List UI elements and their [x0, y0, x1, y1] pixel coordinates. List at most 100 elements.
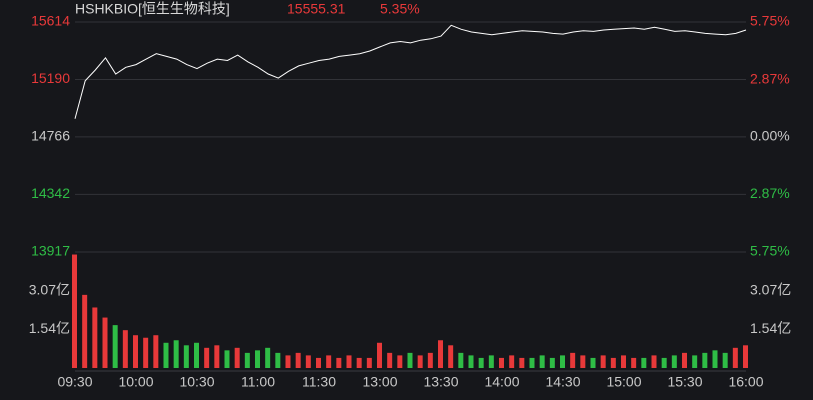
volume-bar: [255, 350, 260, 368]
volume-bar: [407, 352, 413, 368]
x-tick-label: 15:30: [667, 374, 702, 390]
volume-bar: [285, 355, 291, 368]
volume-bar: [194, 342, 199, 368]
x-tick-label: 11:30: [302, 374, 336, 390]
y-tick-label: 15614: [31, 13, 70, 29]
volume-bar: [722, 352, 728, 368]
volume-bar: [478, 357, 484, 368]
change: 5.35%: [380, 1, 420, 17]
volume-bar: [72, 254, 77, 368]
last-price: 15555.31: [287, 1, 346, 17]
volume-bar: [153, 335, 159, 368]
volume-bar: [570, 352, 576, 368]
x-tick-label: 15:00: [606, 374, 641, 390]
x-tick-label: 16:00: [728, 374, 763, 390]
y2-tick-label: 1.54亿: [750, 320, 791, 336]
volume-bar: [610, 357, 616, 368]
volume-bar: [305, 355, 311, 368]
x-tick-label: 14:30: [545, 374, 580, 390]
volume-bar: [580, 355, 586, 368]
y-tick-label: 1.54亿: [29, 320, 70, 336]
x-tick-label: 10:30: [179, 374, 214, 390]
volume-bar: [427, 352, 433, 368]
volume-bar: [631, 357, 637, 368]
y-tick-label: 14342: [31, 185, 70, 201]
x-tick-label: 11:00: [241, 374, 275, 390]
x-tick-label: 09:30: [57, 374, 92, 390]
volume-bar: [387, 352, 393, 368]
volume-bar: [397, 355, 403, 368]
x-tick-label: 10:00: [118, 374, 153, 390]
volume-bar: [316, 357, 321, 368]
volume-bar: [661, 357, 667, 368]
volume-bar: [82, 294, 88, 368]
volume-bar: [366, 357, 372, 368]
y2-tick-label: 5.75%: [750, 243, 790, 259]
volume-bar: [326, 355, 332, 368]
y-tick-label: 15190: [31, 70, 70, 86]
volume-bar: [560, 355, 565, 368]
volume-bar: [448, 345, 454, 368]
volume-bar: [234, 347, 240, 368]
volume-bar: [336, 357, 342, 368]
y-tick-label: 14766: [31, 128, 70, 144]
y2-tick-label: 2.87%: [750, 185, 790, 201]
y2-tick-label: 5.75%: [750, 13, 790, 29]
volume-bar: [377, 342, 382, 368]
volume-bar: [214, 345, 220, 368]
volume-bar: [224, 350, 230, 368]
volume-bar: [519, 357, 525, 368]
price-line: [74, 24, 747, 119]
volume-bar: [682, 352, 687, 368]
volume-bar: [122, 330, 128, 368]
volume-bar: [671, 355, 677, 368]
x-tick-label: 14:00: [484, 374, 519, 390]
volume-bar: [712, 350, 718, 368]
y-tick-label: 13917: [31, 243, 70, 259]
volume-bar: [244, 352, 250, 368]
volume-bar: [92, 307, 98, 368]
volume-bar: [621, 355, 626, 368]
y2-tick-label: 0.00%: [750, 128, 790, 144]
volume-bar: [356, 357, 362, 368]
volume-bar: [509, 355, 515, 368]
volume-bar: [163, 342, 169, 368]
volume-bar: [438, 340, 443, 368]
volume-bar: [295, 352, 301, 368]
volume-bar: [590, 357, 596, 368]
volume-bar: [102, 317, 108, 368]
volume-bar: [346, 355, 352, 368]
volume-bar: [204, 347, 210, 368]
x-tick-label: 13:00: [362, 374, 397, 390]
volume-bar: [265, 347, 271, 368]
x-tick-label: 13:30: [423, 374, 458, 390]
volume-bar: [417, 355, 423, 368]
volume-bar: [112, 325, 118, 368]
volume-bar: [183, 345, 189, 368]
volume-bar: [133, 335, 138, 368]
volume-bar: [692, 355, 698, 368]
volume-bar: [488, 355, 494, 368]
volume-bar: [539, 355, 545, 368]
volume-bar: [499, 357, 504, 368]
volume-bar: [143, 337, 149, 368]
y2-tick-label: 2.87%: [750, 70, 790, 86]
volume-bar: [732, 347, 738, 368]
y-tick-label: 3.07亿: [29, 281, 70, 297]
volume-bar: [468, 355, 474, 368]
volume-bar: [173, 340, 179, 368]
symbol: HSHKBIO[恒生生物科技]: [75, 1, 230, 17]
volume-bar: [641, 357, 647, 368]
volume-bar: [458, 352, 464, 368]
volume-bar: [651, 355, 657, 368]
volume-bar: [600, 355, 606, 368]
volume-bar: [275, 352, 281, 368]
volume-bar: [702, 352, 708, 368]
volume-bar: [549, 357, 555, 368]
y2-tick-label: 3.07亿: [750, 281, 791, 297]
volume-bar: [743, 345, 748, 368]
volume-bar: [529, 357, 535, 368]
